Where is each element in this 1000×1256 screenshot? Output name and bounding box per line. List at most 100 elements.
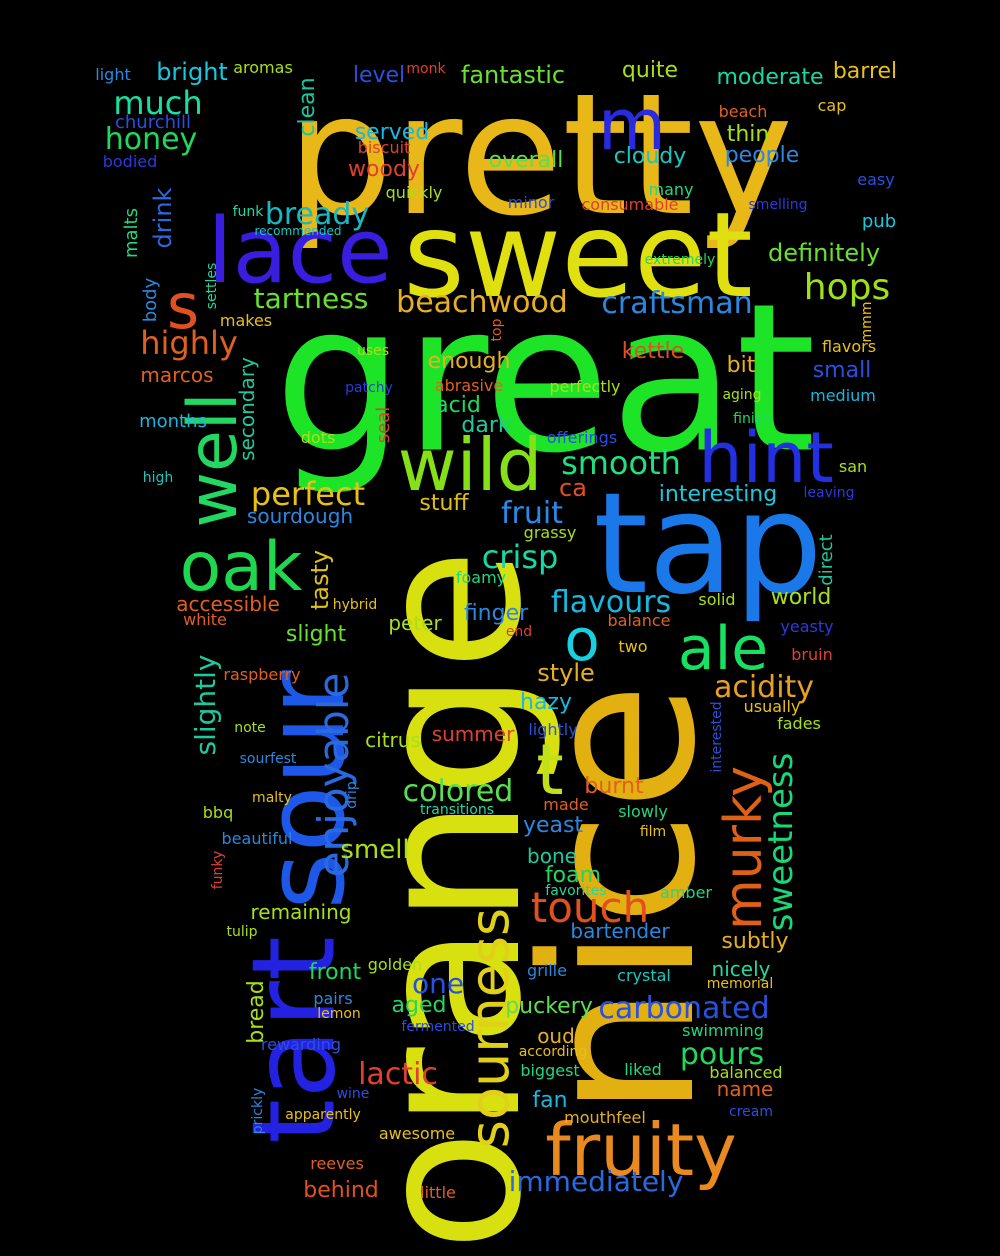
word-fruity: fruity [545, 1108, 737, 1192]
word-drink: drink [149, 187, 177, 249]
word-direct: direct [816, 534, 837, 586]
word-style: style [537, 659, 595, 687]
word-kettle: kettle [621, 339, 685, 364]
word-woody: woody [348, 157, 420, 182]
word-pairs: pairs [313, 989, 353, 1008]
word-slight: slight [285, 622, 347, 647]
word-one: one [411, 967, 465, 1000]
word-film: film [639, 824, 667, 840]
word-marcos: marcos [140, 363, 214, 387]
word-easy: easy [857, 170, 895, 189]
word-slowly: slowly [618, 802, 668, 821]
word-malts: malts [121, 207, 142, 259]
word-churchill: churchill [114, 112, 192, 133]
word-foam: foam [544, 863, 602, 888]
word-tulip: tulip [226, 924, 258, 940]
word-finger: finger [463, 601, 529, 626]
word-peter: peter [388, 611, 442, 635]
word-offerings: offerings [546, 428, 618, 447]
word-medium: medium [810, 386, 876, 405]
word-ale: ale [677, 614, 769, 684]
word-sourfest: sourfest [239, 751, 297, 767]
word-extremely: extremely [644, 252, 716, 268]
word-bright: bright [156, 58, 228, 86]
word-perfect: perfect [250, 475, 366, 513]
word-yeasty: yeasty [780, 617, 834, 636]
word-colored: colored [402, 774, 514, 809]
word-bartender: bartender [570, 919, 670, 943]
word-minor: minor [507, 193, 555, 212]
word-sweet: sweet [403, 186, 753, 324]
word-citrus: citrus [365, 728, 421, 752]
word-people: people [724, 143, 800, 168]
word-smell: smell [340, 835, 410, 865]
word-honey: honey [104, 122, 198, 157]
word-oud: oud [537, 1024, 575, 1048]
word-settles: settles [204, 262, 220, 310]
word-highly: highly [140, 324, 238, 362]
word-grassy: grassy [523, 523, 577, 542]
word-aged: aged [391, 993, 447, 1018]
word-malty: malty [252, 790, 292, 806]
word-fan: fan [532, 1088, 568, 1113]
word-barrel: barrel [832, 59, 898, 84]
word-tartness: tartness [253, 282, 369, 315]
word-o: o [564, 606, 600, 674]
word-reeves: reeves [310, 1154, 364, 1173]
word-front: front [308, 960, 362, 985]
word-balanced: balanced [709, 1063, 783, 1082]
word-foamy: foamy [455, 568, 507, 587]
word-moderate: moderate [716, 65, 824, 90]
word-behind: behind [303, 1178, 379, 1203]
word-liked: liked [624, 1060, 662, 1079]
word-fermented: fermented [401, 1019, 475, 1035]
word-tasty: tasty [306, 549, 334, 611]
word-smelling: smelling [748, 197, 808, 213]
word-name: name [716, 1077, 774, 1101]
word-swimming: swimming [682, 1021, 764, 1040]
word-biggest: biggest [520, 1061, 580, 1080]
word-interested: interested [709, 701, 725, 773]
word-golden: golden [367, 955, 423, 974]
word-slightly: slightly [189, 654, 222, 756]
word-small: small [812, 358, 872, 383]
word-hybrid: hybrid [332, 597, 378, 613]
word-according: according [518, 1044, 588, 1060]
word-grille: grille [527, 961, 567, 980]
word-apparently: apparently [285, 1107, 361, 1123]
word-bone: bone [527, 844, 577, 868]
word-beautiful: beautiful [221, 829, 293, 848]
word-two: two [618, 637, 648, 656]
word-puckery: puckery [505, 994, 593, 1019]
word-thin: thin [726, 122, 770, 147]
word-months: months [139, 411, 207, 432]
word-tap: tap [593, 463, 823, 626]
word-much: much [113, 84, 203, 122]
word-memorial: memorial [706, 976, 774, 992]
word-many: many [648, 180, 694, 199]
word-pub: pub [861, 211, 897, 232]
word-fades: fades [777, 714, 821, 733]
word-white: white [183, 610, 227, 629]
word-monk: monk [406, 61, 446, 77]
word-burnt: burnt [584, 774, 644, 799]
word-high: high [142, 470, 174, 486]
word-wild: wild [397, 423, 543, 507]
word-great: great [273, 260, 817, 499]
word-rewarding: rewarding [260, 1035, 342, 1054]
word-transitions: transitions [420, 802, 494, 818]
word-made: made [543, 795, 589, 814]
word-top: top [489, 318, 505, 342]
word-ca: ca [559, 474, 587, 502]
word-enough: enough [427, 349, 511, 374]
word-favorites: favorites [545, 883, 607, 899]
word-lemon: lemon [317, 1006, 361, 1022]
word-dark: dark [461, 413, 511, 438]
word-crystal: crystal [617, 966, 671, 985]
word-t: t [536, 729, 564, 811]
word-mouthfeel: mouthfeel [564, 1108, 646, 1127]
word-san: san [838, 457, 868, 476]
word-definitely: definitely [767, 239, 881, 267]
word-prickly: prickly [250, 1087, 266, 1135]
word-note: note [234, 720, 266, 736]
